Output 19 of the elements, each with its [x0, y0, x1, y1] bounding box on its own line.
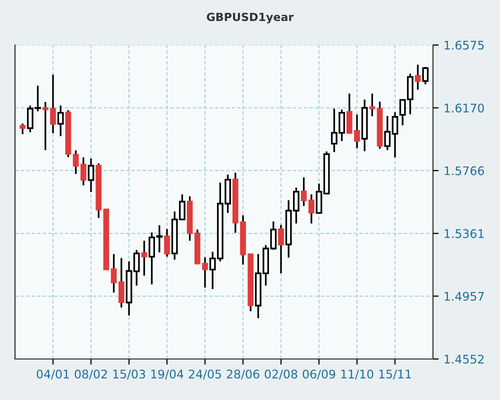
x-tick-label: 24/05: [188, 370, 221, 380]
x-tick-label: 06/09: [302, 370, 336, 380]
x-tick-label: 11/10: [341, 370, 374, 380]
y-tick-label: 1.5766: [444, 166, 484, 176]
x-tick-label: 02/08: [264, 370, 298, 380]
x-tick-label: 15/03: [113, 370, 146, 380]
x-tick-label: 04/01: [36, 370, 69, 380]
y-tick-label: 1.6575: [444, 40, 484, 50]
candlestick: [88, 158, 94, 193]
x-tick-label: 19/04: [151, 370, 184, 380]
y-tick-label: 1.6170: [444, 104, 484, 113]
y-tick-label: 1.4552: [444, 354, 484, 364]
chart-title: GBPUSD1year: [206, 12, 294, 24]
x-tick-label: 28/06: [226, 370, 260, 380]
x-tick-label: 08/02: [74, 370, 107, 380]
y-tick-label: 1.4957: [444, 292, 484, 301]
y-tick-label: 1.5361: [444, 229, 484, 238]
candlestick: [110, 253, 117, 294]
x-tick-label: 15/11: [379, 370, 411, 380]
